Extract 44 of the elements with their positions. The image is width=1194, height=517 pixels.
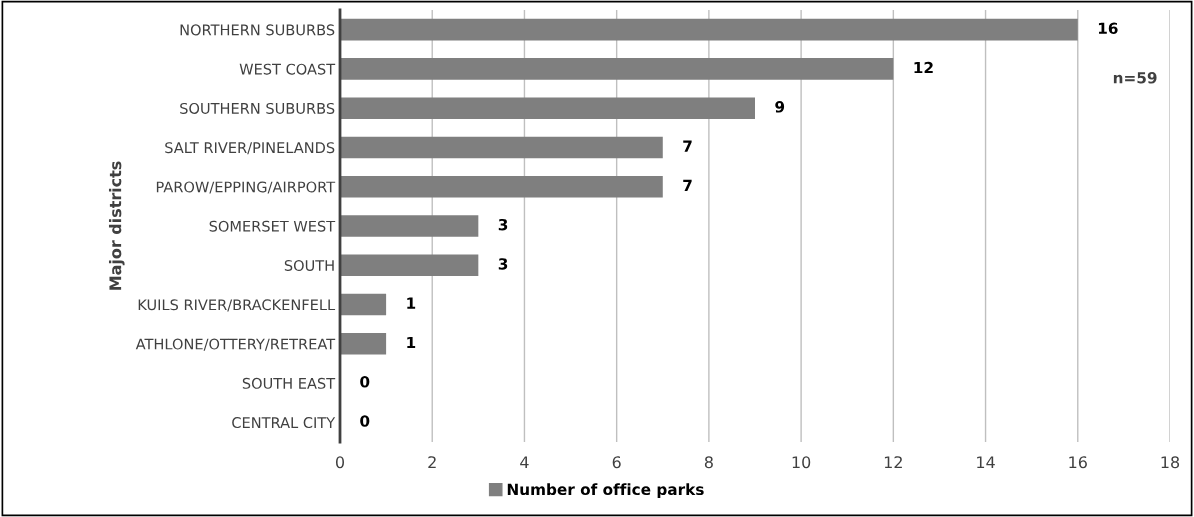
data-label: 0 (360, 415, 370, 427)
annotation: n=59 (1113, 72, 1157, 84)
y-tick-label: PAROW/EPPING/AIRPORT (156, 181, 336, 194)
data-label: 9 (775, 101, 785, 113)
data-label: 7 (683, 140, 692, 152)
x-tick-label: 2 (428, 456, 436, 469)
legend-label: Number of office parks (507, 483, 704, 499)
data-label: 0 (360, 375, 370, 388)
bar (340, 175, 663, 198)
bar (340, 18, 1078, 41)
data-label: 1 (407, 336, 416, 349)
x-tick-label: 8 (704, 456, 713, 469)
bar (340, 136, 663, 159)
data-label: 3 (498, 258, 508, 270)
y-tick-label: SOUTHERN SUBURBS (180, 102, 335, 114)
bar (340, 215, 479, 237)
data-label: 12 (914, 61, 933, 74)
bar (340, 333, 387, 355)
data-label: 3 (498, 218, 508, 231)
data-label: 16 (1098, 22, 1118, 35)
data-label: 7 (683, 179, 692, 191)
x-tick-label: 18 (1161, 456, 1180, 469)
y-tick-label: SOMERSET WEST (209, 220, 336, 232)
x-tick-label: 12 (884, 456, 902, 469)
x-tick-label: 10 (792, 456, 811, 469)
y-tick-label: NORTHERN SUBURBS (180, 24, 335, 36)
y-tick-label: ATHLONE/OTTERY/RETREAT (135, 338, 336, 351)
y-axis-title: Major districts (108, 161, 125, 290)
bar (340, 254, 479, 277)
data-label: 1 (407, 297, 416, 309)
bar (340, 58, 894, 80)
x-tick-label: 6 (612, 456, 621, 469)
y-tick-label: CENTRAL CITY (232, 417, 336, 429)
bar (340, 293, 387, 316)
x-tick-label: 16 (1069, 456, 1087, 469)
x-tick-label: 0 (335, 456, 345, 469)
x-tick-label: 4 (520, 456, 529, 469)
y-tick-label: KUILS RIVER/BRACKENFELL (138, 299, 336, 312)
y-tick-label: SOUTH (284, 259, 334, 272)
x-tick-label: 14 (977, 456, 995, 469)
bar (340, 97, 755, 119)
y-tick-label: WEST COAST (239, 63, 336, 75)
y-tick-label: SALT RIVER/PINELANDS (165, 142, 335, 155)
y-tick-label: SOUTH EAST (242, 377, 336, 389)
